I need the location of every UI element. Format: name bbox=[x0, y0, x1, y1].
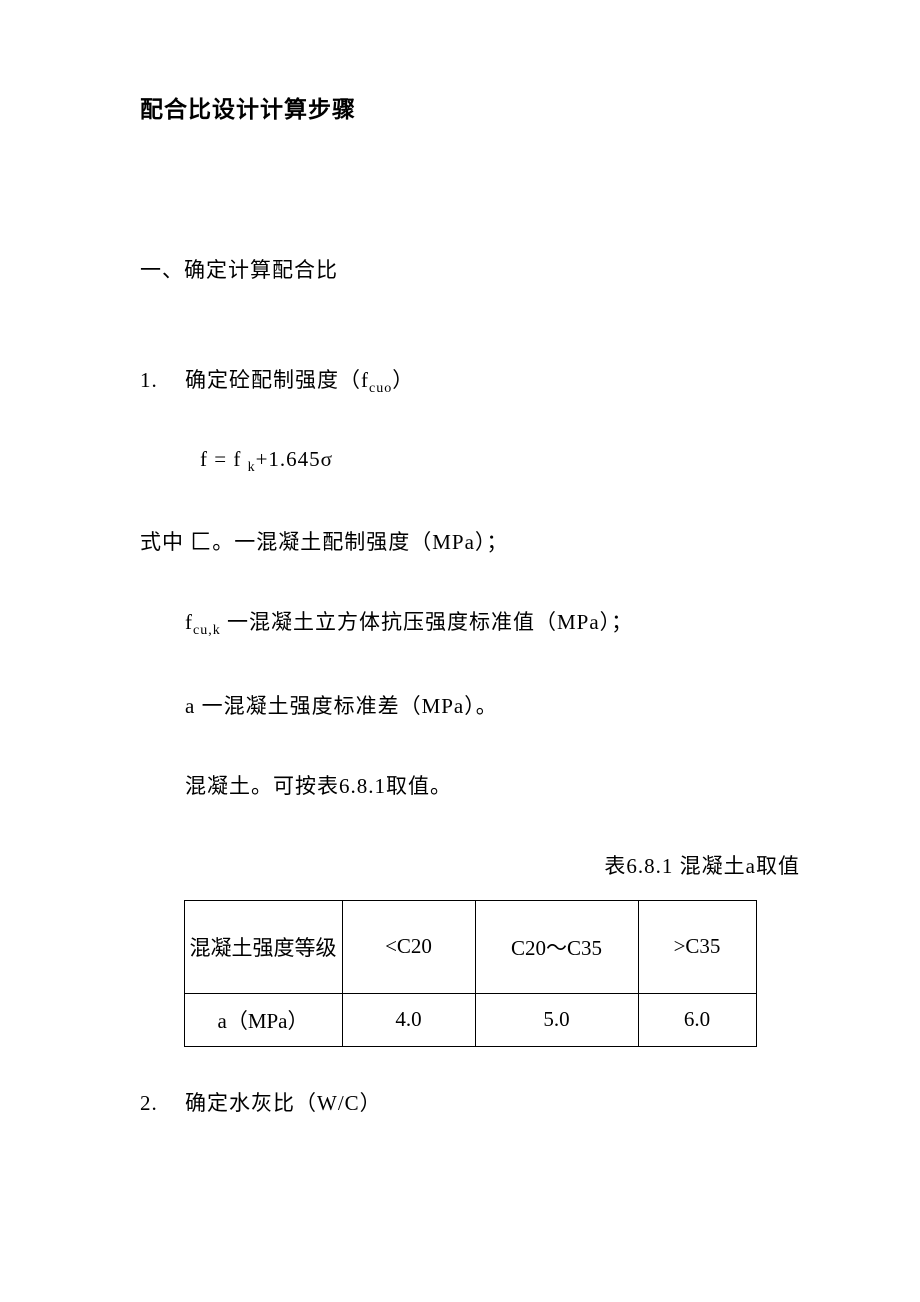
table-cell: 5.0 bbox=[475, 993, 638, 1046]
formula-line: f = f k+1.645σ bbox=[140, 447, 800, 476]
table-header-row: 混凝土强度等级 <C20 C20～C35 >C35 bbox=[184, 900, 756, 993]
def2-symbol: f bbox=[185, 610, 193, 634]
table-cell: 4.0 bbox=[342, 993, 475, 1046]
item-2: 2.确定水灰比（W/C） bbox=[140, 1087, 800, 1117]
table-row: a（MPa） 4.0 5.0 6.0 bbox=[184, 993, 756, 1046]
section-one-heading: 一、确定计算配合比 bbox=[140, 254, 800, 284]
definition-line-4: 混凝土。可按表6.8.1取值。 bbox=[140, 770, 800, 800]
item-1-text-end: ） bbox=[392, 368, 414, 392]
definition-line-2: fcu,k 一混凝土立方体抗压强度标准值（MPa）； bbox=[140, 606, 800, 639]
table-header-cell: C20～C35 bbox=[475, 900, 638, 993]
def2-subscript: cu,k bbox=[193, 624, 221, 639]
definition-line-1: 式中 匚。一混凝土配制强度（MPa）； bbox=[140, 526, 800, 556]
item-1-number: 1. bbox=[140, 368, 185, 393]
formula-subscript: k bbox=[248, 460, 256, 475]
table-cell: a（MPa） bbox=[184, 993, 342, 1046]
page-title: 配合比设计计算步骤 bbox=[140, 90, 800, 124]
item-2-text: 确定水灰比（W/C） bbox=[185, 1091, 382, 1115]
definition-line-3: a 一混凝土强度标准差（MPa）。 bbox=[140, 690, 800, 720]
table-header-cell: 混凝土强度等级 bbox=[184, 900, 342, 993]
item-1: 1.确定砼配制强度（fcuo） bbox=[140, 364, 800, 397]
table-caption: 表6.8.1 混凝土a取值 bbox=[140, 850, 800, 880]
table-header-cell: <C20 bbox=[342, 900, 475, 993]
def2-text: 一混凝土立方体抗压强度标准值（MPa）； bbox=[221, 610, 633, 634]
document-page: 配合比设计计算步骤 一、确定计算配合比 1.确定砼配制强度（fcuo） f = … bbox=[0, 0, 920, 1117]
formula-start: f = f bbox=[200, 447, 241, 471]
item-1-text-start: 确定砼配制强度（f bbox=[185, 368, 369, 392]
formula-end: +1.645σ bbox=[256, 447, 333, 471]
table-header-cell: >C35 bbox=[638, 900, 756, 993]
sigma-value-table: 混凝土强度等级 <C20 C20～C35 >C35 a（MPa） 4.0 5.0… bbox=[184, 900, 757, 1047]
item-1-subscript: cuo bbox=[369, 381, 392, 396]
table-cell: 6.0 bbox=[638, 993, 756, 1046]
item-2-number: 2. bbox=[140, 1091, 185, 1116]
